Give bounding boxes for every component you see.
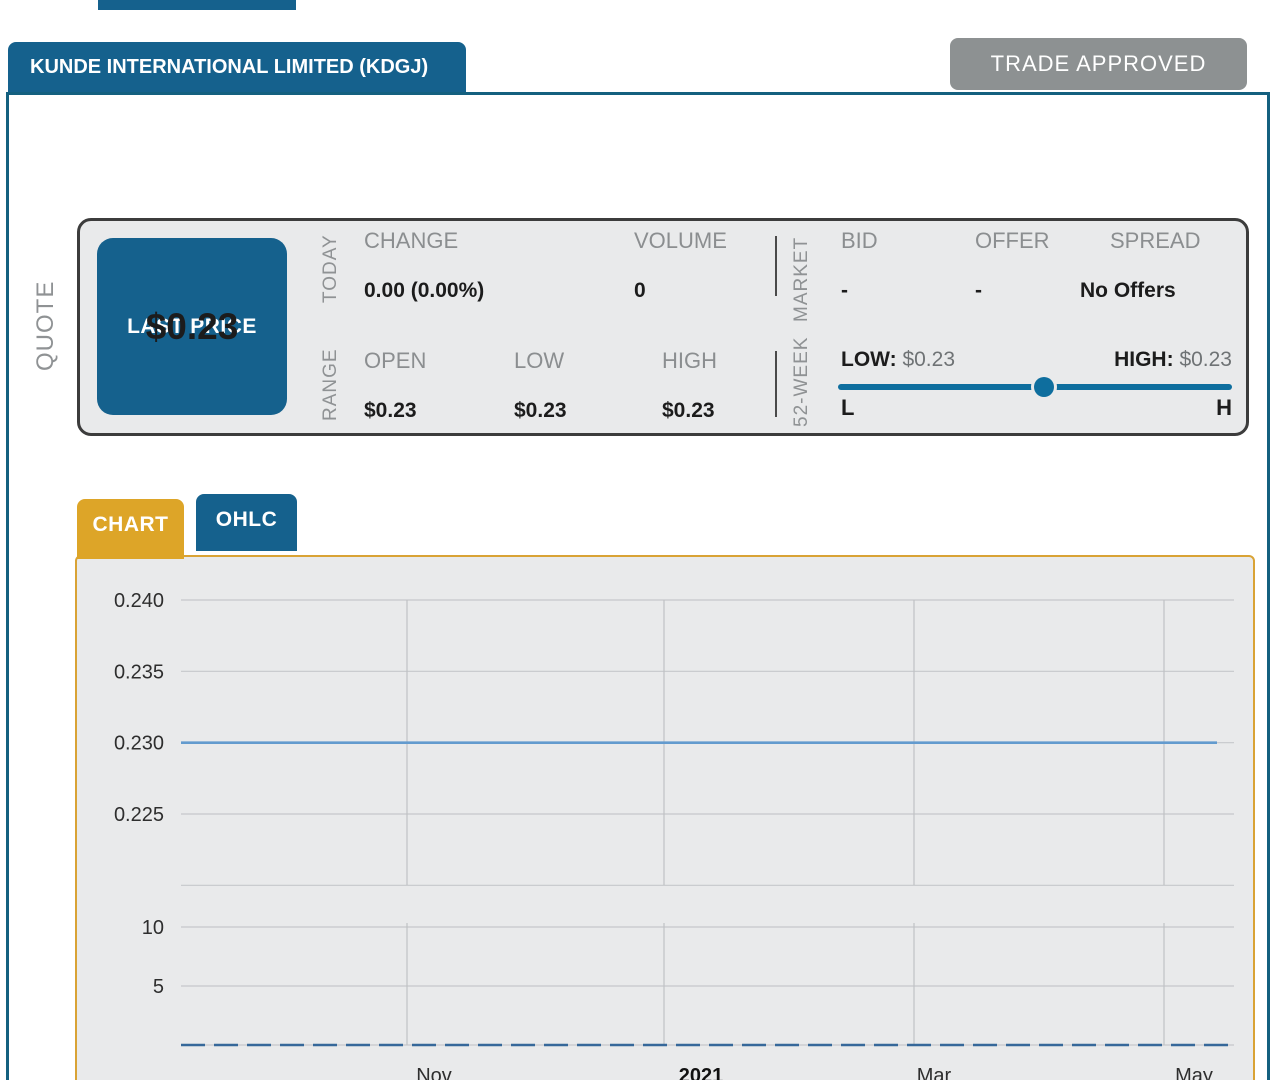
week52-divider: [775, 351, 777, 417]
today-group-label: TODAY: [320, 234, 341, 304]
slider-min-label: L: [841, 395, 855, 420]
week52-low-label: LOW:: [841, 348, 897, 371]
price-tick-label: 0.240: [114, 590, 164, 612]
week52-group-label: 52-WEEK: [791, 336, 812, 428]
price-tick-label: 0.230: [114, 733, 164, 755]
bid-header: BID: [841, 228, 878, 253]
x-axis-label: May: [1175, 1065, 1213, 1080]
bid-value: -: [841, 279, 848, 302]
volume-header: VOLUME: [634, 228, 727, 253]
x-axis-label: Nov: [416, 1065, 452, 1080]
week52-high-label: HIGH:: [1114, 348, 1174, 371]
change-header: CHANGE: [364, 228, 459, 253]
price-tick-label: 0.225: [114, 804, 164, 826]
last-price-value: $0.23: [145, 305, 239, 347]
week52-range-slider[interactable]: [838, 377, 1232, 397]
week52-high: HIGH: $0.23: [1114, 348, 1232, 372]
volume-value: 0: [634, 279, 646, 302]
high-value: $0.23: [662, 399, 715, 422]
trade-approved-button[interactable]: TRADE APPROVED: [950, 38, 1247, 90]
clipped-tab-top[interactable]: [98, 0, 296, 10]
offer-header: OFFER: [975, 228, 1050, 253]
last-price-box: LAST PRICE $0.23: [97, 238, 287, 415]
quote-section-label: QUOTE: [32, 280, 59, 372]
volume-tick-label: 10: [142, 917, 164, 939]
main-container: QUOTE LAST PRICE $0.23 TODAY RANGE CHANG…: [6, 92, 1270, 1080]
tab-ohlc[interactable]: OHLC: [196, 494, 297, 551]
open-header: OPEN: [364, 348, 427, 373]
low-value: $0.23: [514, 399, 567, 422]
change-value: 0.00 (0.00%): [364, 279, 485, 302]
low-header: LOW: [514, 348, 565, 373]
slider-max-label: H: [1216, 395, 1232, 420]
ticker-title-tab[interactable]: KUNDE INTERNATIONAL LIMITED (KDGJ): [8, 42, 466, 92]
x-axis-label: 2021: [679, 1065, 724, 1080]
price-tick-label: 0.235: [114, 661, 164, 683]
volume-tick-label: 5: [153, 976, 164, 998]
x-axis-label: Mar: [917, 1065, 952, 1080]
price-volume-chart: 0.240 0.235 0.230 0.225 10 5 Nov 2021 Mar May: [114, 590, 1234, 1080]
spread-header: SPREAD: [1110, 228, 1201, 253]
quote-panel: LAST PRICE $0.23 TODAY RANGE CHANGE VOLU…: [77, 218, 1249, 436]
offer-value: -: [975, 279, 982, 302]
spread-value: No Offers: [1080, 279, 1176, 302]
tab-chart[interactable]: CHART: [77, 499, 184, 559]
high-header: HIGH: [662, 348, 717, 373]
week52-low-value: $0.23: [902, 348, 956, 371]
open-value: $0.23: [364, 399, 417, 422]
week52-low: LOW: $0.23: [841, 348, 955, 372]
last-price-label: LAST PRICE: [127, 314, 257, 338]
range-group-label: RANGE: [320, 348, 341, 422]
market-divider: [775, 236, 777, 296]
week52-high-value: $0.23: [1179, 348, 1232, 371]
ticker-title: KUNDE INTERNATIONAL LIMITED (KDGJ): [30, 55, 429, 78]
slider-handle[interactable]: [1034, 377, 1055, 397]
market-group-label: MARKET: [791, 236, 812, 322]
